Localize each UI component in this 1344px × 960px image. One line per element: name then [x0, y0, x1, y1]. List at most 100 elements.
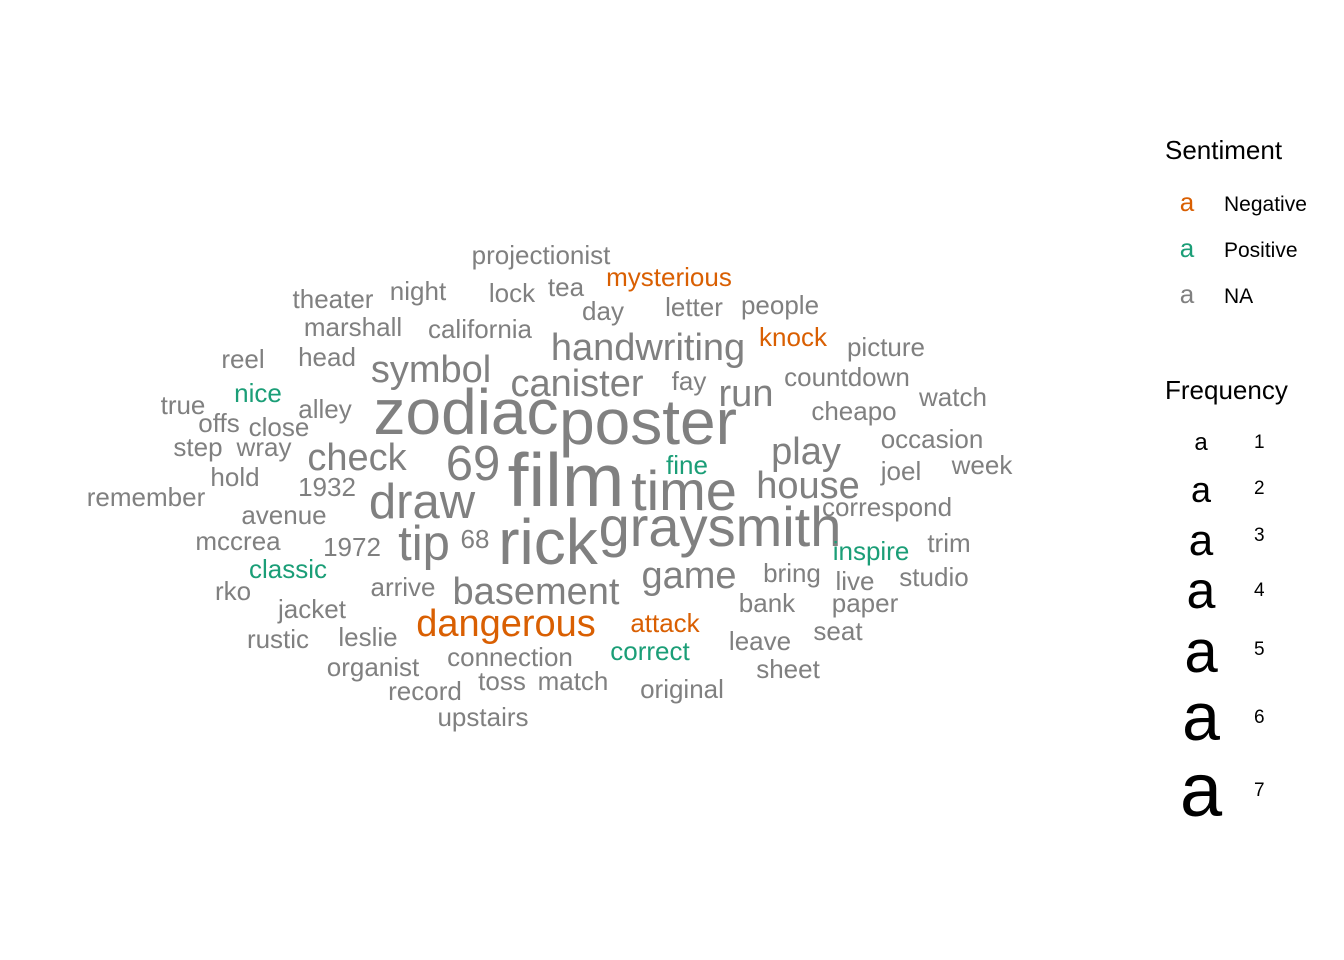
frequency-legend-key: a	[1194, 429, 1208, 456]
word-mysterious: mysterious	[606, 262, 732, 292]
frequency-legend-entries: a 1a 2a 3a 4a 5a 6a 7	[1180, 429, 1265, 833]
word-game: game	[641, 555, 736, 597]
frequency-legend-key: a	[1187, 562, 1216, 620]
word-wray: wray	[236, 432, 292, 462]
word-occasion: occasion	[881, 424, 984, 454]
word-basement: basement	[453, 571, 620, 613]
word-week: week	[951, 450, 1014, 480]
word-countdown: countdown	[784, 362, 910, 392]
word-leslie: leslie	[338, 622, 397, 652]
word-marshall: marshall	[304, 312, 402, 342]
word-avenue: avenue	[241, 500, 326, 530]
word-nice: nice	[234, 378, 282, 408]
word-symbol: symbol	[371, 349, 491, 391]
word-paper: paper	[832, 588, 899, 618]
word-tip: tip	[398, 517, 450, 571]
word-check: check	[307, 437, 407, 479]
word-correspond: correspond	[822, 492, 952, 522]
word-night: night	[390, 276, 447, 306]
frequency-legend-label: 5	[1254, 639, 1265, 660]
word-jacket: jacket	[277, 594, 347, 624]
sentiment-legend-label: Negative	[1224, 193, 1307, 216]
word-handwriting: handwriting	[551, 327, 745, 369]
word-connection: connection	[447, 642, 573, 672]
word-head: head	[298, 342, 356, 372]
sentiment-legend-entry-positive: a Positive	[1180, 233, 1298, 263]
word-offs: offs	[198, 408, 239, 438]
sentiment-legend-key: a	[1180, 233, 1195, 263]
legend: Sentiment a Negative a Positive a NA Frequenc…	[1165, 135, 1307, 833]
word-canister: canister	[510, 363, 643, 405]
frequency-legend-title: Frequency	[1165, 375, 1288, 405]
word-letter: letter	[665, 292, 723, 322]
frequency-legend-key: a	[1191, 469, 1212, 510]
word-sheet: sheet	[756, 654, 820, 684]
word-1932: 1932	[298, 472, 356, 502]
word-draw: draw	[369, 475, 476, 529]
word-california: california	[428, 314, 533, 344]
sentiment-legend-key: a	[1180, 279, 1195, 309]
word-inspire: inspire	[833, 536, 910, 566]
word-picture: picture	[847, 332, 925, 362]
word-poster: poster	[559, 386, 737, 458]
sentiment-legend-entry-na: a NA	[1180, 279, 1253, 309]
frequency-legend-label: 4	[1254, 580, 1265, 601]
word-lock: lock	[489, 278, 536, 308]
word-knock: knock	[759, 322, 828, 352]
word-69: 69	[446, 437, 501, 491]
word-rick: rick	[498, 506, 599, 578]
word-fine: fine	[666, 450, 708, 480]
word-zodiac: zodiac	[374, 376, 559, 448]
word-record: record	[388, 676, 462, 706]
frequency-legend-label: 7	[1254, 780, 1265, 801]
word-match: match	[538, 666, 609, 696]
word-tea: tea	[548, 272, 585, 302]
word-graysmith: graysmith	[599, 495, 842, 558]
word-classic: classic	[249, 554, 327, 584]
word-seat: seat	[813, 616, 863, 646]
frequency-legend-key: a	[1182, 679, 1220, 755]
word-reel: reel	[221, 344, 264, 374]
word-upstairs: upstairs	[437, 702, 528, 732]
word-bring: bring	[763, 558, 821, 588]
word-organist: organist	[327, 652, 420, 682]
word-cheapo: cheapo	[811, 396, 896, 426]
word-live: live	[835, 566, 874, 596]
word-toss: toss	[478, 666, 526, 696]
word-house: house	[756, 465, 860, 507]
word-bank: bank	[739, 588, 796, 618]
word-rko: rko	[215, 576, 251, 606]
word-alley: alley	[298, 394, 351, 424]
word-time: time	[631, 459, 737, 522]
word-watch: watch	[918, 382, 987, 412]
sentiment-legend-label: Positive	[1224, 239, 1298, 262]
word-projectionist: projectionist	[472, 240, 612, 270]
frequency-legend-label: 3	[1254, 525, 1265, 546]
word-fay: fay	[672, 366, 707, 396]
word-trim: trim	[927, 528, 970, 558]
word-mccrea: mccrea	[195, 526, 281, 556]
word-1972: 1972	[323, 532, 381, 562]
word-step: step	[173, 432, 222, 462]
word-joel: joel	[880, 456, 921, 486]
sentiment-legend-label: NA	[1224, 285, 1253, 308]
frequency-legend-label: 1	[1254, 432, 1265, 453]
sentiment-legend-key: a	[1180, 187, 1195, 217]
frequency-legend-label: 2	[1254, 478, 1265, 499]
word-theater: theater	[293, 284, 374, 314]
word-film: film	[508, 438, 625, 522]
word-dangerous: dangerous	[416, 603, 596, 645]
frequency-legend-key: a	[1180, 748, 1223, 833]
word-day: day	[582, 296, 624, 326]
word-people: people	[741, 290, 819, 320]
word-hold: hold	[210, 462, 259, 492]
frequency-legend-label: 6	[1254, 707, 1265, 728]
